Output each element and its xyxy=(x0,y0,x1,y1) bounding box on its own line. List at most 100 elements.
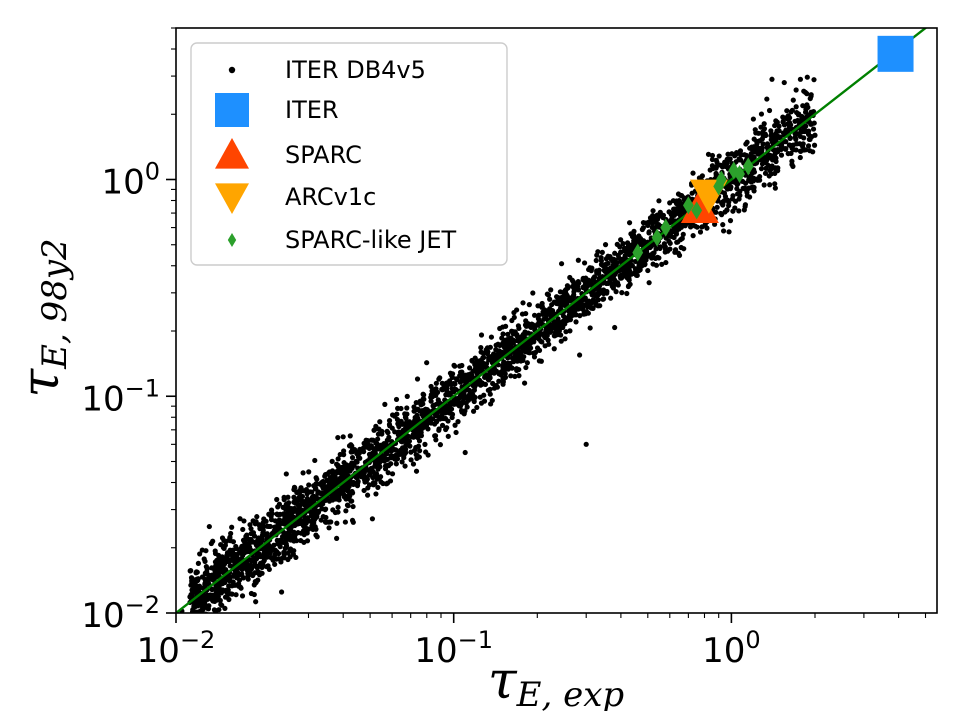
data-point xyxy=(260,530,266,536)
data-point xyxy=(411,408,417,414)
data-point xyxy=(229,591,235,597)
data-point xyxy=(807,148,813,154)
data-point xyxy=(196,586,202,592)
data-point xyxy=(375,431,382,437)
data-point xyxy=(761,182,767,188)
data-point xyxy=(580,275,586,281)
series-sparc xyxy=(680,188,719,224)
data-point xyxy=(754,146,760,152)
data-point xyxy=(772,181,778,187)
data-point xyxy=(761,121,767,127)
data-point xyxy=(734,186,740,192)
data-point xyxy=(335,462,341,468)
data-point xyxy=(298,517,304,524)
data-point xyxy=(737,148,744,154)
data-point xyxy=(501,315,507,321)
data-point xyxy=(478,382,484,388)
data-point xyxy=(254,514,260,520)
data-point xyxy=(508,373,514,379)
data-point xyxy=(521,354,527,360)
data-point xyxy=(407,443,413,449)
data-point xyxy=(404,393,410,399)
data-point xyxy=(322,507,328,513)
data-point xyxy=(595,270,601,276)
data-point xyxy=(187,594,193,600)
data-point xyxy=(269,510,275,517)
data-point xyxy=(349,498,355,504)
data-point xyxy=(657,244,664,250)
data-point xyxy=(275,523,281,529)
data-point xyxy=(805,104,811,110)
tick-base: 10 xyxy=(414,631,457,671)
data-point xyxy=(570,293,577,299)
data-point xyxy=(291,484,298,490)
data-point xyxy=(192,614,197,619)
data-point xyxy=(448,372,455,378)
data-point xyxy=(744,186,750,192)
data-point xyxy=(802,89,808,95)
data-point xyxy=(575,304,581,310)
data-point xyxy=(330,471,336,478)
data-point xyxy=(538,358,544,364)
data-point xyxy=(514,367,520,373)
data-point xyxy=(256,572,263,578)
data-point xyxy=(219,625,224,630)
data-point xyxy=(602,268,608,274)
data-point xyxy=(653,262,660,268)
data-point xyxy=(430,403,436,409)
legend-item-iter-db4v5: ITER DB4v5 xyxy=(228,56,426,84)
data-point xyxy=(626,244,633,250)
data-point xyxy=(459,362,465,369)
data-point xyxy=(459,393,466,399)
data-point xyxy=(548,287,554,293)
data-point xyxy=(247,522,253,528)
data-point xyxy=(742,157,754,176)
data-point xyxy=(470,382,476,389)
data-point xyxy=(697,229,704,235)
data-point xyxy=(650,208,656,214)
data-point xyxy=(692,223,698,229)
data-point xyxy=(470,408,477,414)
data-point xyxy=(433,419,440,425)
data-point xyxy=(785,115,791,122)
y-axis-title: τE, 98y2 xyxy=(11,238,75,397)
data-point xyxy=(502,364,509,370)
data-point xyxy=(315,508,322,514)
data-point xyxy=(768,128,774,134)
data-point xyxy=(322,519,328,525)
data-point xyxy=(524,360,530,366)
data-point xyxy=(328,484,334,490)
data-point xyxy=(581,260,588,266)
data-point xyxy=(667,246,673,252)
data-point xyxy=(216,554,222,560)
data-point xyxy=(434,389,441,395)
data-point xyxy=(793,136,799,142)
data-point xyxy=(625,276,631,282)
data-point xyxy=(727,186,734,192)
data-point xyxy=(790,97,796,103)
data-point xyxy=(486,377,492,383)
data-point xyxy=(764,96,770,102)
data-point xyxy=(538,319,544,325)
data-point xyxy=(462,408,468,414)
data-point xyxy=(503,348,509,354)
data-point xyxy=(720,222,726,228)
data-point xyxy=(275,504,281,510)
x-tick-label: 10−1 xyxy=(414,626,493,671)
data-point xyxy=(514,351,520,357)
data-point xyxy=(349,517,356,524)
data-point xyxy=(534,345,541,351)
data-point xyxy=(195,603,201,609)
data-point xyxy=(402,421,408,427)
data-point xyxy=(303,520,309,526)
data-point xyxy=(531,350,537,356)
data-point xyxy=(415,443,422,449)
data-point xyxy=(354,459,360,465)
data-point xyxy=(276,517,283,523)
data-point xyxy=(416,438,423,444)
tick-exponent: 0 xyxy=(145,158,160,186)
data-point xyxy=(762,170,769,176)
data-point xyxy=(652,255,659,261)
data-point xyxy=(310,526,316,533)
data-point xyxy=(204,615,209,620)
